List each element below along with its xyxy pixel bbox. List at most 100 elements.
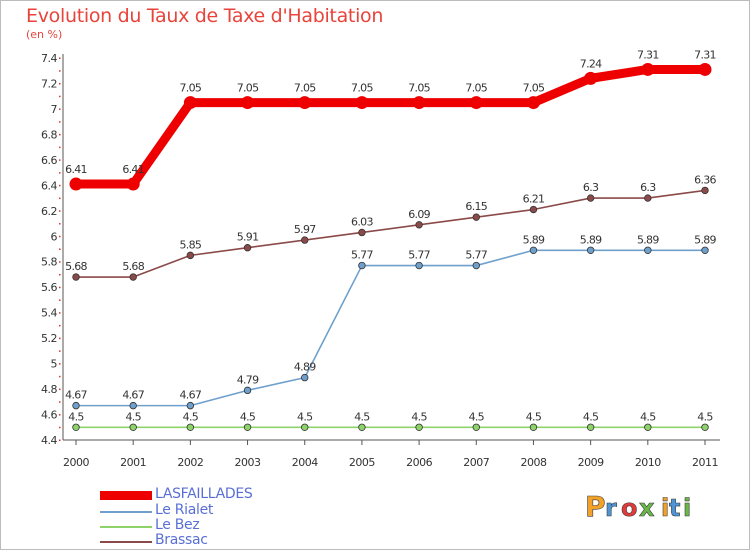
data-point-le-rialet — [644, 246, 652, 254]
data-label-le-bez: 4.5 — [640, 410, 656, 423]
y-tick-label: 4.6 — [41, 409, 57, 422]
x-tick-label: 2002 — [177, 456, 203, 469]
y-minor-tick — [59, 388, 61, 391]
data-point-brassac — [243, 244, 252, 252]
data-label-brassac: 5.85 — [180, 238, 202, 251]
chart-unit-label: (en %) — [26, 28, 63, 41]
data-label-le-rialet: 5.89 — [580, 233, 602, 246]
x-tick-label: 2005 — [349, 456, 375, 469]
data-point-le-bez — [472, 423, 480, 431]
y-minor-tick — [59, 133, 61, 136]
data-label-lasfaillades: 7.05 — [237, 82, 259, 95]
data-label-lasfaillades: 7.05 — [351, 82, 373, 95]
data-label-lasfaillades: 7.31 — [637, 48, 659, 61]
data-label-brassac: 5.91 — [237, 231, 259, 244]
x-tick-label: 2007 — [463, 456, 489, 469]
data-point-lasfaillades — [126, 177, 140, 191]
y-minor-tick — [59, 146, 61, 149]
data-label-brassac: 6.03 — [351, 215, 373, 228]
data-point-lasfaillades — [584, 71, 598, 85]
data-point-brassac — [358, 228, 366, 237]
data-point-brassac — [129, 273, 137, 281]
x-tick-label: 2010 — [635, 456, 661, 469]
y-tick-label: 6.8 — [41, 128, 57, 141]
data-point-brassac — [529, 205, 538, 214]
y-tick-label: 7 — [51, 103, 58, 116]
data-point-le-bez — [243, 423, 252, 431]
y-tick-label: 5.6 — [41, 281, 57, 294]
y-tick-label: 6.4 — [41, 179, 57, 192]
logo-letter: r — [605, 494, 617, 522]
data-point-le-rialet — [243, 386, 252, 395]
data-point-le-bez — [358, 423, 366, 431]
data-point-brassac — [472, 213, 480, 221]
data-label-lasfaillades: 7.05 — [465, 82, 487, 95]
y-minor-tick — [59, 324, 61, 327]
x-tick-label: 2009 — [578, 456, 604, 469]
y-minor-tick — [59, 261, 61, 263]
data-point-le-rialet — [472, 261, 480, 270]
data-point-brassac — [701, 186, 709, 195]
data-point-lasfaillades — [526, 96, 540, 110]
series-line-lasfaillades — [71, 64, 710, 189]
data-point-brassac — [72, 273, 80, 281]
data-label-le-rialet: 5.77 — [465, 249, 487, 262]
y-minor-tick — [59, 350, 61, 352]
logo-letter: x — [639, 494, 655, 522]
data-point-le-rialet — [358, 261, 366, 270]
y-minor-tick — [59, 439, 61, 441]
legend-swatch-le-rialet — [100, 511, 152, 513]
data-label-lasfaillades: 6.41 — [122, 163, 144, 176]
data-label-le-bez: 4.5 — [125, 410, 141, 423]
data-point-le-rialet — [586, 246, 595, 254]
data-label-le-bez: 4.5 — [183, 410, 199, 423]
x-tick-label: 2006 — [406, 456, 432, 469]
data-point-le-bez — [301, 423, 309, 431]
data-point-lasfaillades — [412, 96, 426, 110]
y-minor-tick — [59, 184, 61, 187]
y-minor-tick — [59, 401, 61, 403]
data-point-brassac — [301, 236, 309, 244]
data-point-lasfaillades — [69, 177, 83, 191]
data-label-le-rialet: 5.89 — [523, 233, 545, 246]
legend-label: Brassac — [155, 532, 208, 548]
data-point-le-bez — [186, 423, 195, 431]
data-label-brassac: 6.3 — [640, 181, 656, 194]
data-point-le-bez — [529, 423, 538, 431]
y-tick-label: 5 — [51, 358, 58, 371]
data-label-lasfaillades: 6.41 — [65, 163, 87, 176]
legend-swatch-brassac — [100, 541, 152, 543]
data-point-brassac — [186, 251, 195, 260]
data-point-le-bez — [72, 423, 80, 431]
data-point-lasfaillades — [698, 62, 712, 76]
data-point-brassac — [644, 194, 652, 202]
data-point-le-rialet — [529, 246, 538, 254]
data-label-le-bez: 4.5 — [411, 410, 427, 423]
series-line-le-rialet — [75, 249, 706, 407]
data-point-lasfaillades — [355, 96, 369, 110]
y-minor-tick — [59, 108, 61, 110]
data-label-le-rialet: 4.67 — [180, 389, 202, 402]
data-label-brassac: 5.97 — [294, 223, 316, 236]
data-label-le-bez: 4.5 — [68, 410, 84, 423]
y-minor-tick — [59, 57, 61, 59]
data-point-brassac — [586, 194, 595, 202]
data-point-lasfaillades — [241, 96, 255, 110]
data-label-lasfaillades: 7.05 — [523, 82, 545, 95]
x-tick-label: 2004 — [292, 456, 318, 469]
y-tick-label: 5.4 — [41, 307, 57, 320]
data-label-lasfaillades: 7.31 — [694, 48, 716, 61]
data-point-le-rialet — [701, 246, 709, 254]
data-label-le-rialet: 4.79 — [237, 373, 259, 386]
y-minor-tick — [59, 172, 61, 174]
x-tick-label: 2000 — [63, 456, 89, 469]
logo-letter: o — [621, 494, 638, 522]
y-minor-tick — [59, 337, 61, 340]
y-tick-label: 6.2 — [41, 205, 57, 218]
y-tick-label: 7.4 — [41, 52, 57, 65]
x-tick-label: 2011 — [692, 456, 718, 469]
data-label-le-rialet: 5.77 — [351, 249, 373, 262]
